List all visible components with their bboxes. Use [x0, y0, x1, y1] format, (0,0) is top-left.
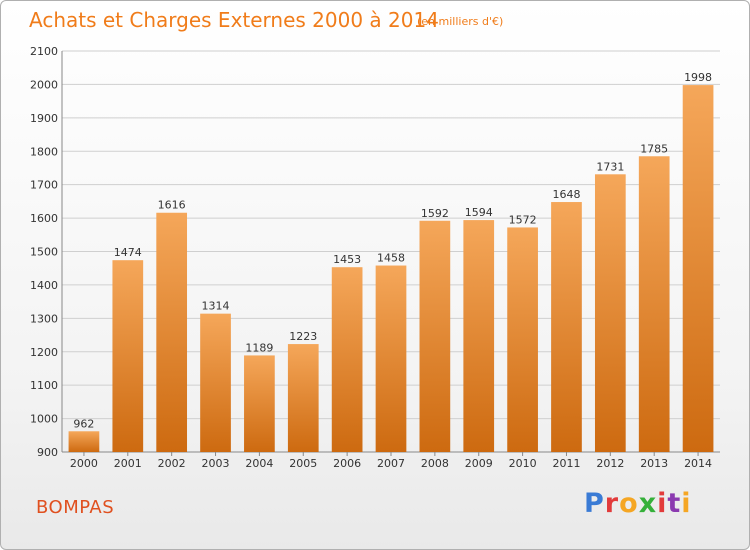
bar	[244, 355, 275, 452]
x-tick-label: 2005	[289, 457, 317, 470]
bar-value-label: 1592	[421, 207, 449, 220]
bar	[68, 431, 100, 452]
y-tick-label: 900	[37, 446, 58, 459]
logo-letter: x	[638, 488, 658, 519]
bar	[419, 220, 451, 452]
town-name: BOMPAS	[36, 497, 115, 518]
x-tick-label: 2009	[465, 457, 493, 470]
bar-value-label: 1189	[245, 341, 273, 354]
y-tick-label: 2000	[30, 78, 58, 91]
x-tick-label: 2007	[377, 457, 405, 470]
x-tick-label: 2006	[333, 457, 361, 470]
logo-letter: i	[657, 488, 668, 519]
y-tick-label: 1100	[30, 379, 58, 392]
y-tick-label: 1700	[30, 179, 58, 192]
bar	[375, 265, 407, 452]
x-tick-label: 2003	[202, 457, 230, 470]
bar-value-label: 1458	[377, 252, 405, 265]
bar	[507, 227, 538, 452]
bar	[112, 260, 144, 452]
bar	[156, 212, 188, 452]
bar-value-label: 962	[73, 417, 94, 430]
bar-value-label: 1314	[202, 300, 230, 313]
y-tick-label: 1000	[30, 413, 58, 426]
chart-subtitle: (en milliers d'€)	[417, 15, 504, 28]
x-tick-label: 2008	[421, 457, 449, 470]
logo-letter: P	[584, 488, 605, 519]
bar-value-label: 1572	[509, 213, 537, 226]
bars	[68, 85, 714, 453]
x-tick-label: 2013	[640, 457, 668, 470]
chart-title: Achats et Charges Externes 2000 à 2014	[29, 8, 439, 32]
logo-letter: i	[681, 488, 692, 519]
bar-value-label: 1616	[158, 199, 186, 212]
y-tick-label: 1300	[30, 312, 58, 325]
x-tick-label: 2010	[509, 457, 537, 470]
bar-value-label: 1648	[552, 188, 580, 201]
y-tick-label: 1600	[30, 212, 58, 225]
bar	[551, 202, 582, 452]
bar	[463, 220, 495, 452]
y-tick-label: 1500	[30, 246, 58, 259]
y-tick-label: 1900	[30, 112, 58, 125]
logo-letter: r	[604, 488, 620, 519]
bar	[682, 85, 714, 453]
bar	[331, 267, 363, 452]
bar-value-label: 1594	[465, 206, 493, 219]
data-labels: 962 1474 1616 1314 1189 1223 1453 1458 1592 1594 1…	[73, 71, 712, 430]
x-tick-label: 2004	[245, 457, 273, 470]
bar	[594, 174, 626, 452]
x-tick-label: 2000	[70, 457, 98, 470]
bar-value-label: 1785	[640, 142, 668, 155]
logo-letter: t	[667, 488, 682, 519]
x-tick-label: 2012	[596, 457, 624, 470]
bar-value-label: 1474	[114, 246, 142, 259]
logo-letter: o	[619, 488, 639, 519]
bar	[287, 344, 319, 452]
bar-value-label: 1731	[596, 160, 624, 173]
y-tick-label: 1800	[30, 145, 58, 158]
bar-value-label: 1453	[333, 253, 361, 266]
y-tick-label: 1400	[30, 279, 58, 292]
x-tick-label: 2001	[114, 457, 142, 470]
x-tick-label: 2014	[684, 457, 712, 470]
bar	[200, 313, 231, 452]
x-tick-label: 2002	[158, 457, 186, 470]
y-tick-label: 2100	[30, 45, 58, 58]
bar-value-label: 1998	[684, 71, 712, 84]
x-tick-label: 2011	[552, 457, 580, 470]
bar	[638, 156, 670, 452]
bar-value-label: 1223	[289, 330, 317, 343]
y-tick-label: 1200	[30, 346, 58, 359]
